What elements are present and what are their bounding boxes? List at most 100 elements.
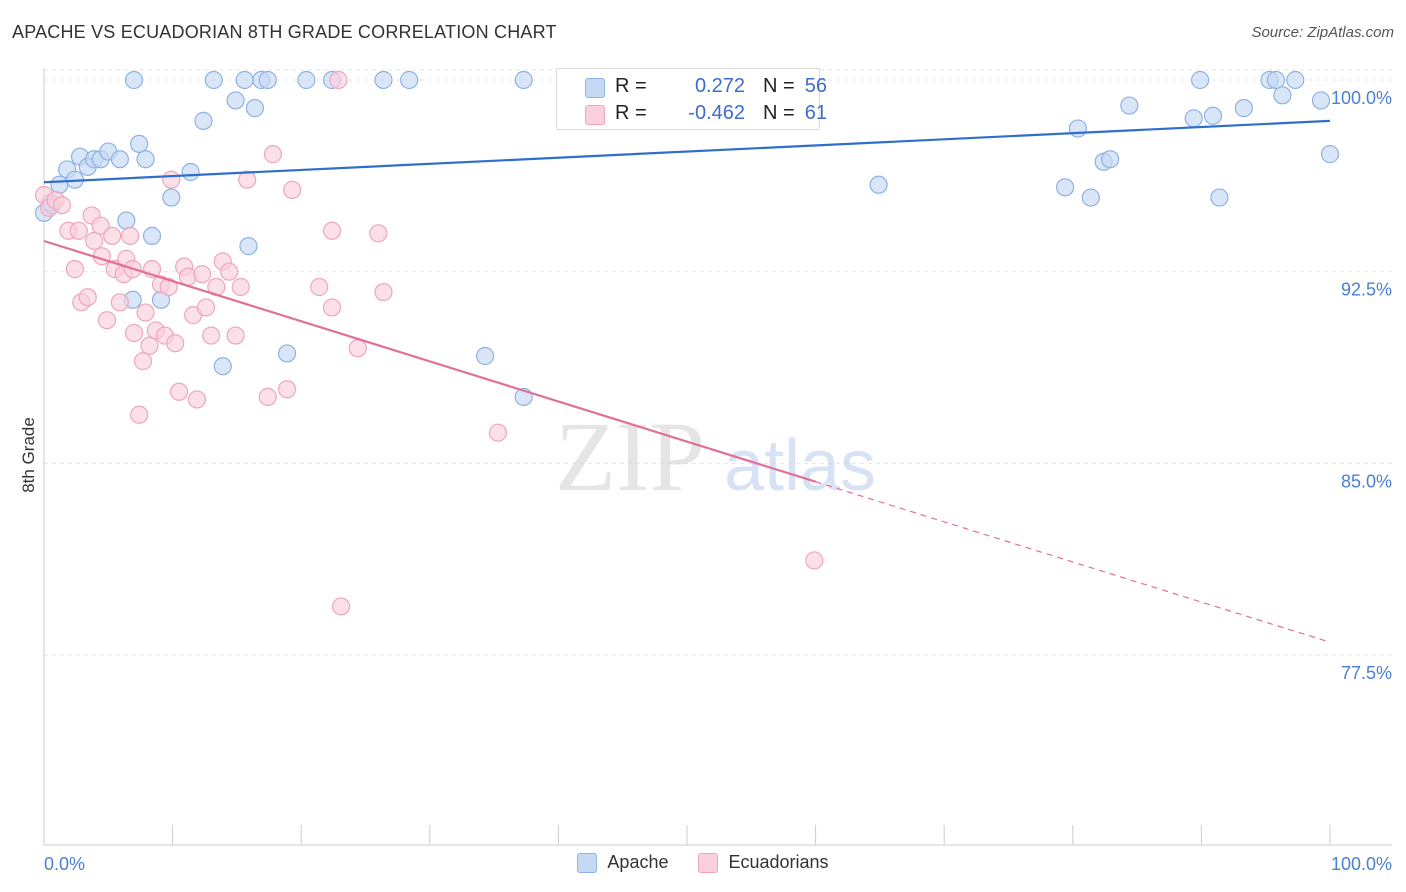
apache-point [869, 175, 888, 194]
ecuadorian-point [130, 405, 149, 424]
ecuadorian-point [369, 224, 388, 243]
trend-layer [43, 119, 1331, 643]
apache-point [1320, 145, 1340, 164]
apache-point [1266, 70, 1286, 90]
apache-r-value: 0.272 [694, 75, 745, 97]
ecuadorian-point [231, 277, 250, 297]
ecuadorian-point [124, 323, 144, 343]
watermark-atlas: atlas [724, 426, 876, 506]
ecuadorian-point [374, 283, 393, 302]
apache-swatch [585, 78, 605, 98]
ecuadorians-r-label: R = [615, 102, 647, 124]
ecuadorian-trend-line [43, 239, 816, 483]
ecuadorian-point [110, 293, 129, 312]
apache-point [226, 91, 245, 110]
ecuadorian-trend-extension [815, 481, 1331, 643]
apache-point [245, 99, 265, 118]
apache-point [1100, 150, 1120, 169]
apache-point [1286, 70, 1305, 90]
legend-item-apache[interactable]: Apache [577, 852, 668, 873]
ecuadorian-point [121, 226, 140, 245]
watermark: ZIP atlas [555, 401, 876, 512]
ecuadorian-point [166, 334, 185, 353]
ecuadorian-point [196, 298, 216, 317]
legend-item-ecuadorians[interactable]: Ecuadorians [698, 852, 829, 873]
y-tick-label: 100.0% [1331, 88, 1392, 108]
apache-point [1184, 109, 1203, 128]
ecuadorians-n-value: 61 [804, 102, 827, 124]
legend-apache-label: Apache [607, 852, 669, 872]
apache-point [1081, 188, 1100, 207]
apache-point [130, 134, 149, 153]
ecuadorian-point [169, 382, 189, 401]
ecuadorian-point [322, 298, 342, 317]
apache-point [1311, 91, 1331, 110]
apache-point [235, 70, 254, 90]
ecuadorian-point [193, 265, 212, 284]
apache-point [374, 70, 393, 90]
apache-point [204, 70, 223, 90]
ecuadorian-point [220, 262, 239, 281]
ecuadorian-point [133, 352, 153, 371]
grid-layer [44, 69, 1392, 656]
apache-point [136, 150, 155, 169]
ecuadorian-point [805, 551, 824, 570]
apache-point [277, 344, 297, 363]
apache-point [514, 70, 533, 90]
watermark-zip: ZIP [555, 401, 705, 512]
ecuadorian-point [187, 390, 207, 409]
apache-point [124, 70, 144, 90]
ecuadorian-point [159, 277, 178, 297]
apache-point [1273, 86, 1292, 105]
ecuadorian-point [238, 170, 257, 189]
apache-point [1120, 96, 1139, 115]
y-tick-label: 92.5% [1341, 280, 1392, 300]
ecuadorian-point [136, 303, 155, 322]
ecuadorian-point [52, 196, 72, 215]
points-layer [34, 70, 1340, 616]
ecuadorian-point [162, 170, 181, 189]
ecuadorian-point [91, 216, 110, 235]
legend-ecuadorians-swatch [698, 852, 719, 873]
y-tick-label: 85.0% [1341, 471, 1392, 491]
apache-trend-line [43, 119, 1331, 184]
y-axis-label: 8th Grade [19, 417, 38, 493]
ecuadorian-point [488, 423, 508, 442]
source-label: Source: ZipAtlas.com [1251, 24, 1394, 41]
apache-point [1055, 178, 1075, 197]
ecuadorian-point [258, 387, 277, 406]
apache-point [162, 188, 181, 207]
ecuadorian-point [97, 311, 117, 330]
y-tick-label: 77.5% [1341, 663, 1392, 683]
ecuadorian-point [226, 326, 245, 345]
x-tick-label: 100.0% [1331, 854, 1392, 874]
ecuadorian-point [263, 145, 283, 164]
apache-point [400, 70, 419, 90]
ecuadorian-point [277, 380, 297, 399]
ecuadorian-point [310, 277, 329, 297]
apache-n-label: N = [763, 75, 795, 97]
apache-point [194, 111, 213, 130]
series-legend: Apache Ecuadorians [0, 852, 1406, 873]
apache-point [1210, 188, 1229, 207]
apache-point [297, 70, 316, 90]
ecuadorian-point [202, 326, 221, 345]
apache-point [1068, 119, 1088, 138]
apache-point [1234, 99, 1253, 118]
apache-point [110, 150, 129, 169]
apache-point [213, 357, 232, 376]
x-tick-label: 0.0% [44, 854, 85, 874]
apache-r-label: R = [615, 75, 647, 97]
ecuadorian-point [65, 260, 84, 279]
apache-point [1203, 106, 1223, 125]
apache-point [239, 237, 258, 256]
ecuadorians-n-label: N = [763, 102, 795, 124]
labels-layer: 100.0% 92.5% 85.0% 77.5% 0.0% 100.0% 8th Grade [19, 88, 1392, 874]
apache-point [50, 175, 69, 194]
ecuadorian-point [331, 597, 351, 616]
chart-title: APACHE VS ECUADORIAN 8TH GRADE CORRELATI… [12, 22, 557, 42]
ecuadorian-point [283, 180, 302, 199]
ecuadorians-r-value: -0.462 [688, 102, 745, 124]
legend-ecuadorians-label: Ecuadorians [728, 852, 829, 872]
